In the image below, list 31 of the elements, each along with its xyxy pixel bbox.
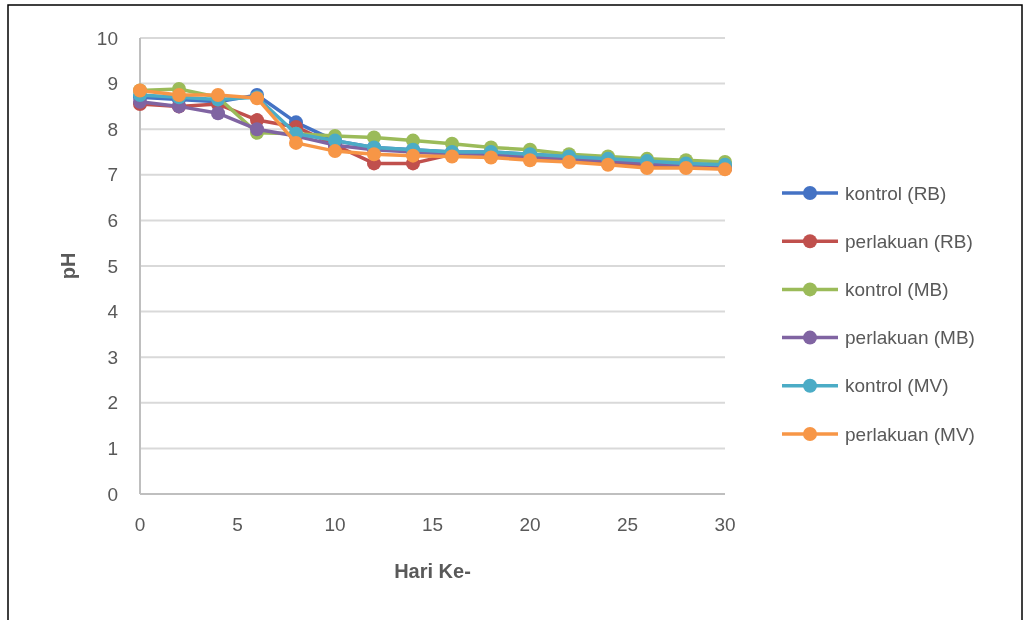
legend-label: perlakuan (MV) bbox=[845, 423, 975, 445]
point bbox=[367, 147, 381, 162]
point bbox=[289, 135, 303, 150]
x-tick-label: 25 bbox=[616, 514, 639, 535]
y-tick-label: 6 bbox=[107, 210, 118, 232]
x-tick-label: 20 bbox=[519, 514, 541, 535]
y-tick-label: 2 bbox=[107, 392, 118, 414]
x-tick-label: 30 bbox=[714, 514, 736, 535]
y-tick-label: 0 bbox=[107, 483, 118, 505]
x-tick-label: 15 bbox=[421, 514, 444, 535]
point bbox=[328, 144, 342, 159]
legend-label: kontrol (MB) bbox=[845, 279, 949, 301]
y-tick-label: 8 bbox=[107, 118, 118, 140]
point bbox=[406, 148, 420, 163]
y-tick-label: 10 bbox=[96, 27, 118, 49]
legend-label: kontrol (MV) bbox=[845, 375, 949, 397]
y-axis-title: pH bbox=[57, 252, 79, 280]
y-tick-label: 1 bbox=[107, 438, 118, 460]
legend-label: kontrol (RB) bbox=[845, 182, 947, 204]
x-axis-title: Hari Ke- bbox=[394, 560, 471, 582]
y-tick-label: 4 bbox=[107, 301, 119, 323]
legend-label: perlakuan (RB) bbox=[845, 230, 973, 252]
x-tick-label: 10 bbox=[324, 514, 346, 535]
y-tick-label: 5 bbox=[107, 255, 118, 277]
point bbox=[211, 106, 225, 121]
x-tick-label: 0 bbox=[134, 514, 146, 535]
y-tick-label: 7 bbox=[107, 164, 118, 186]
x-tick-label: 5 bbox=[232, 514, 243, 535]
y-tick-label: 9 bbox=[107, 73, 118, 95]
legend-label: perlakuan (MB) bbox=[845, 327, 975, 349]
y-tick-label: 3 bbox=[107, 346, 118, 368]
